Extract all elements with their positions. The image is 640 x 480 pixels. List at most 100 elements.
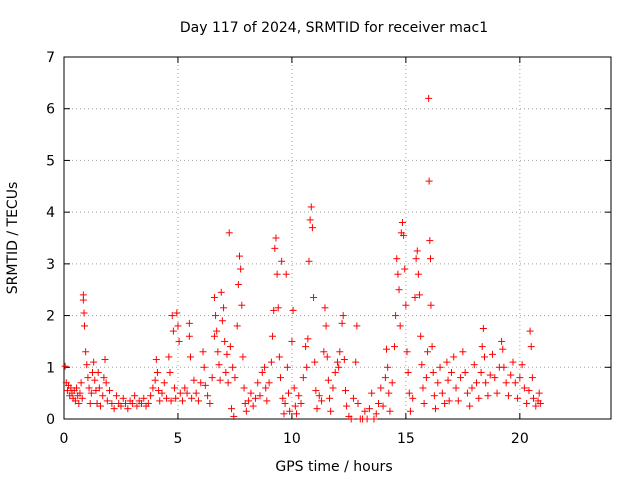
- data-point: [262, 384, 270, 392]
- data-point: [274, 304, 282, 312]
- data-point: [87, 389, 95, 397]
- data-point: [79, 296, 87, 304]
- data-point: [249, 402, 257, 410]
- data-point: [307, 203, 315, 211]
- data-point: [100, 374, 108, 382]
- data-point: [416, 291, 424, 299]
- data-point: [334, 358, 341, 366]
- data-point: [277, 374, 285, 382]
- data-point: [82, 348, 90, 356]
- data-point: [210, 293, 218, 301]
- data-point: [313, 405, 321, 413]
- data-point: [166, 368, 174, 376]
- data-point: [291, 402, 299, 410]
- data-point: [392, 312, 400, 320]
- data-point: [222, 368, 230, 376]
- data-point: [436, 363, 444, 371]
- data-point: [520, 384, 528, 392]
- y-tick-label: 5: [46, 153, 55, 169]
- data-point: [349, 394, 357, 402]
- data-point: [352, 358, 360, 366]
- data-point: [381, 374, 389, 382]
- data-point: [214, 348, 222, 356]
- data-point: [169, 327, 177, 335]
- data-point: [532, 402, 540, 410]
- data-point: [499, 345, 507, 353]
- data-point: [401, 265, 409, 273]
- y-tick-label: 2: [46, 309, 55, 325]
- axis-ticks: [63, 56, 611, 420]
- data-point: [518, 361, 526, 369]
- data-point: [167, 397, 175, 405]
- data-point: [372, 410, 380, 418]
- data-point: [110, 405, 118, 413]
- data-point: [86, 399, 94, 407]
- data-point: [75, 399, 83, 407]
- data-point: [235, 252, 243, 260]
- data-point: [509, 358, 517, 366]
- data-point: [286, 407, 294, 415]
- data-point: [447, 368, 455, 376]
- x-tick-label: 10: [283, 431, 301, 447]
- data-point: [417, 332, 425, 340]
- data-point: [305, 257, 313, 265]
- data-point: [324, 376, 332, 384]
- data-point: [200, 363, 208, 371]
- data-point: [273, 270, 281, 278]
- data-point: [238, 301, 246, 309]
- data-point: [228, 405, 236, 413]
- data-point: [444, 376, 452, 384]
- data-point: [363, 415, 371, 423]
- data-point: [172, 394, 180, 402]
- data-point: [315, 392, 323, 400]
- data-point: [379, 402, 387, 410]
- data-point: [106, 387, 114, 395]
- data-point: [117, 402, 125, 410]
- x-tick-label: 0: [60, 431, 69, 447]
- y-axis-label: SRMTID / TECUs: [5, 182, 21, 295]
- data-point: [425, 177, 433, 185]
- data-point: [290, 384, 298, 392]
- data-point: [149, 384, 157, 392]
- data-point: [112, 392, 120, 400]
- data-point: [199, 348, 207, 356]
- x-tick-labels: 0 5 10 15 20: [60, 431, 529, 447]
- data-point: [281, 399, 289, 407]
- data-point: [426, 255, 434, 263]
- data-point: [147, 392, 155, 400]
- data-point: [144, 399, 152, 407]
- data-point: [327, 407, 335, 415]
- data-point: [137, 399, 145, 407]
- data-point: [234, 281, 242, 289]
- data-point: [210, 332, 218, 340]
- data-point: [275, 353, 283, 361]
- data-point: [102, 379, 110, 387]
- x-tick-label: 20: [511, 431, 529, 447]
- data-point: [425, 94, 433, 102]
- data-point: [95, 384, 103, 392]
- data-point: [185, 319, 193, 327]
- data-point: [140, 394, 148, 402]
- data-point: [197, 379, 205, 387]
- data-point: [163, 394, 171, 402]
- data-point: [192, 389, 200, 397]
- data-point: [304, 335, 312, 343]
- data-point: [450, 353, 458, 361]
- data-point: [377, 384, 385, 392]
- data-point: [103, 397, 111, 405]
- data-point: [430, 392, 438, 400]
- data-point: [283, 363, 291, 371]
- data-point: [427, 301, 435, 309]
- data-point: [514, 394, 522, 402]
- y-tick-label: 1: [46, 360, 55, 376]
- data-point: [322, 322, 330, 330]
- data-point: [404, 368, 412, 376]
- data-point: [368, 389, 376, 397]
- data-point: [185, 332, 193, 340]
- data-point: [108, 399, 116, 407]
- data-point: [233, 322, 241, 330]
- data-point: [473, 379, 481, 387]
- data-point: [171, 384, 179, 392]
- data-point: [165, 353, 173, 361]
- data-point: [479, 325, 487, 332]
